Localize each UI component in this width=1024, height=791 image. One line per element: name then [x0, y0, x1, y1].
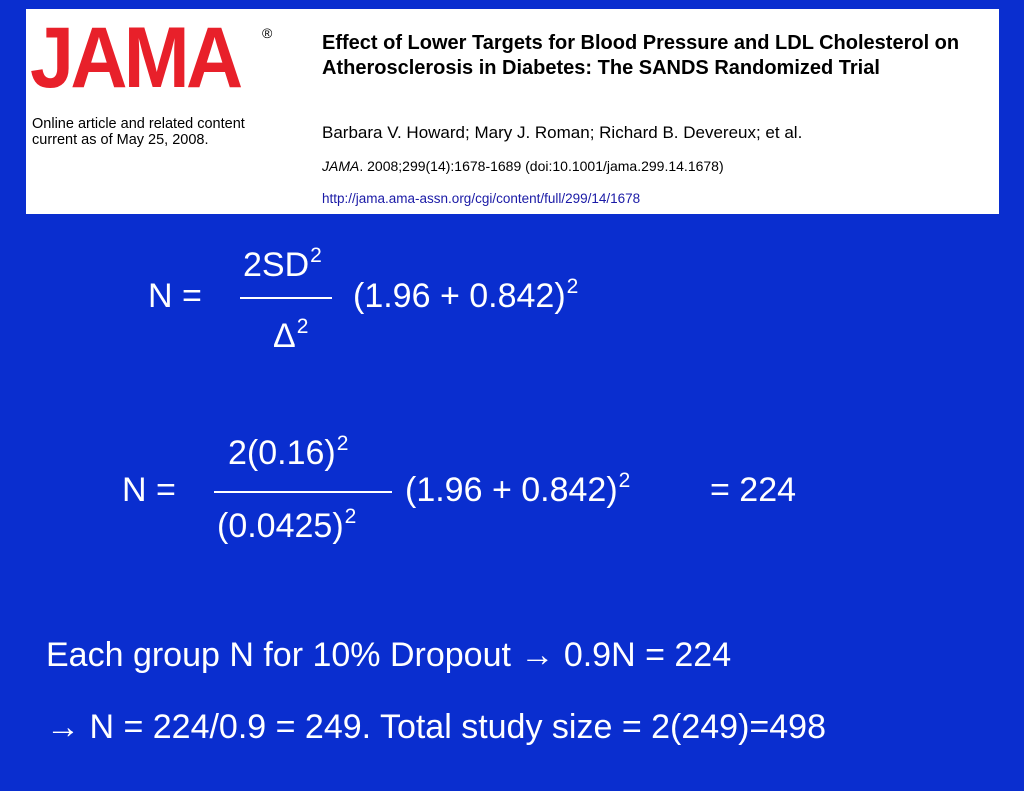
- explanation-line-2: → N = 224/0.9 = 249. Total study size = …: [46, 708, 826, 746]
- online-note: Online article and related content curre…: [32, 116, 245, 148]
- formula2-lhs: N =: [122, 471, 176, 509]
- article-url[interactable]: http://jama.ama-assn.org/cgi/content/ful…: [322, 191, 641, 206]
- formula1-numerator-exponent: 2: [310, 244, 322, 267]
- formula2-fraction-bar: [214, 491, 392, 493]
- formula2-factor-base: (1.96 + 0.842): [405, 471, 618, 509]
- formula1-factor-exponent: 2: [566, 275, 579, 298]
- formula1-denominator-base: Δ: [273, 317, 296, 355]
- formula1-fraction-bar: [240, 297, 332, 299]
- formula1-denominator-exponent: 2: [296, 315, 309, 338]
- formula2-numerator: 2(0.16)2: [228, 433, 348, 472]
- explanation-line-1: Each group N for 10% Dropout → 0.9N = 22…: [46, 636, 732, 674]
- formula1-denominator: Δ2: [273, 316, 308, 355]
- article-citation: JAMA. 2008;299(14):1678-1689 (doi:10.100…: [322, 158, 724, 174]
- formula2-denominator-exponent: 2: [344, 505, 357, 528]
- formula2-factor-exponent: 2: [618, 469, 631, 492]
- formula1-factor-base: (1.96 + 0.842): [353, 277, 566, 315]
- formula2-denominator-base: (0.0425): [217, 507, 344, 545]
- formula1-factor: (1.96 + 0.842)2: [353, 276, 578, 315]
- citation-banner: JAMA ® Online article and related conten…: [26, 9, 999, 214]
- journal-name: JAMA: [322, 158, 360, 174]
- formula2-factor: (1.96 + 0.842)2: [405, 470, 630, 509]
- formula1-numerator-base: 2SD: [243, 246, 310, 284]
- formula1-numerator: 2SD2: [243, 245, 322, 284]
- formula2-numerator-exponent: 2: [336, 432, 349, 455]
- formula1-lhs: N =: [148, 277, 202, 315]
- formula2-denominator: (0.0425)2: [217, 506, 356, 545]
- article-authors: Barbara V. Howard; Mary J. Roman; Richar…: [322, 123, 803, 142]
- registered-mark: ®: [262, 25, 273, 41]
- jama-logo: JAMA: [30, 10, 243, 106]
- citation-details: . 2008;299(14):1678-1689 (doi:10.1001/ja…: [359, 158, 724, 174]
- article-title: Effect of Lower Targets for Blood Pressu…: [322, 32, 960, 79]
- formula2-result: = 224: [710, 471, 797, 509]
- formula2-numerator-base: 2(0.16): [228, 434, 336, 472]
